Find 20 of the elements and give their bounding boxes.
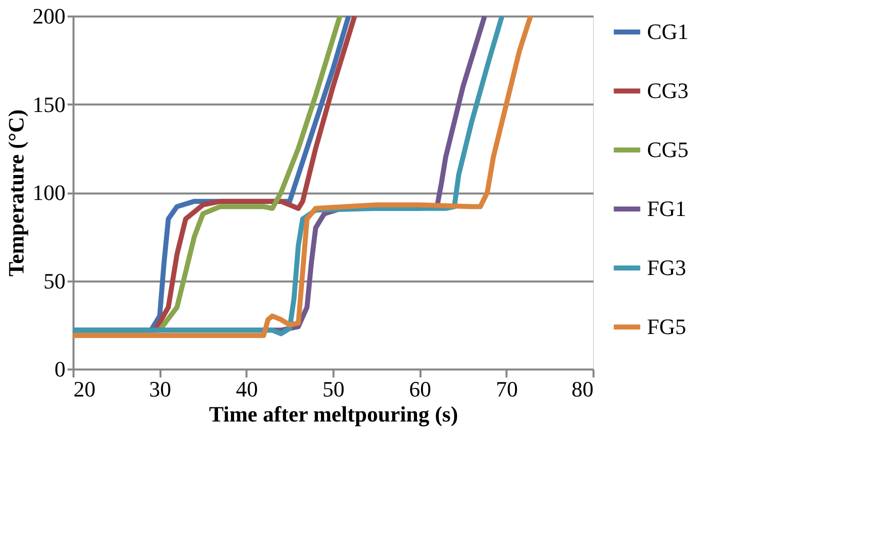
legend-label: FG5 [647, 314, 686, 339]
x-tick-label: 60 [409, 376, 432, 402]
x-tick-label: 30 [149, 376, 172, 402]
x-tick-label: 70 [496, 376, 518, 402]
legend-label: CG5 [647, 137, 689, 162]
x-axis-title: Time after meltpouring (s) [208, 402, 458, 426]
y-tick-label: 150 [32, 92, 66, 117]
y-tick-label: 200 [32, 4, 66, 28]
legend-label: FG3 [647, 255, 686, 280]
legend-label: CG3 [647, 78, 689, 103]
y-tick-label: 100 [32, 180, 66, 205]
x-tick-label: 40 [236, 376, 258, 402]
x-tick-label: 80 [572, 376, 594, 402]
x-tick-label: 20 [74, 376, 96, 402]
legend-label: CG1 [647, 19, 689, 44]
y-tick-label: 50 [44, 268, 66, 294]
y-tick-label: 0 [54, 356, 66, 382]
legend-label: FG1 [647, 196, 686, 221]
x-tick-label: 50 [322, 376, 344, 402]
y-axis-title: Temperature (°C) [4, 109, 28, 277]
